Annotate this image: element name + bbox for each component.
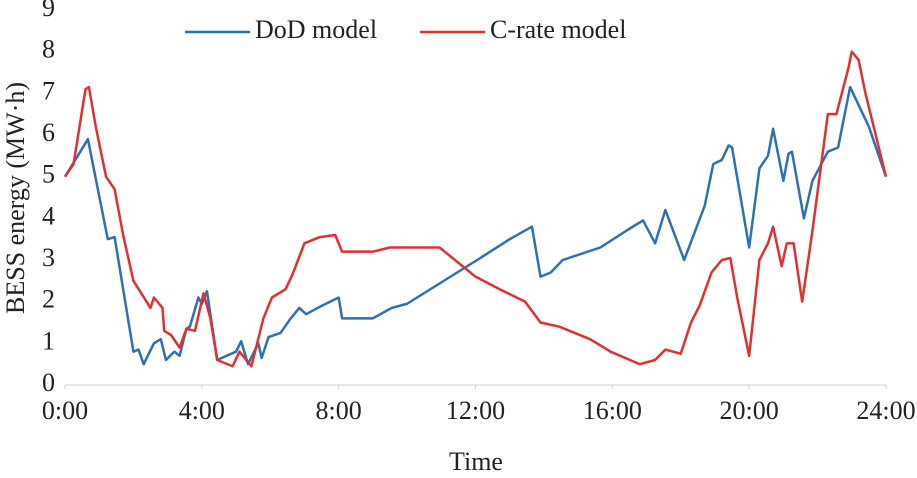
x-tick-label: 8:00: [316, 396, 362, 425]
legend-label: DoD model: [255, 15, 377, 44]
x-tick-label: 12:00: [446, 396, 505, 425]
x-tick-label: 4:00: [179, 396, 225, 425]
y-tick-label: 0: [42, 368, 55, 397]
x-tick-label: 16:00: [583, 396, 642, 425]
x-tick-label: 0:00: [42, 396, 88, 425]
y-tick-label: 2: [42, 285, 55, 314]
data-line: [63, 50, 888, 368]
y-axis-label: BESS energy (MW·h): [1, 82, 30, 314]
y-tick-label: 8: [42, 35, 55, 64]
y-tick-label: 4: [42, 201, 55, 230]
y-tick-label: 9: [42, 0, 55, 22]
x-axis-label: Time: [449, 447, 503, 476]
y-tick-label: 1: [42, 326, 55, 355]
y-tick-label: 5: [42, 160, 55, 189]
data-line: [63, 85, 888, 366]
y-tick-label: 3: [42, 243, 55, 272]
x-tick-label: 20:00: [720, 396, 779, 425]
y-tick-label: 7: [42, 76, 55, 105]
y-tick-label: 6: [42, 118, 55, 147]
x-tick-label: 24:00: [856, 396, 915, 425]
legend-label: C-rate model: [490, 15, 626, 44]
